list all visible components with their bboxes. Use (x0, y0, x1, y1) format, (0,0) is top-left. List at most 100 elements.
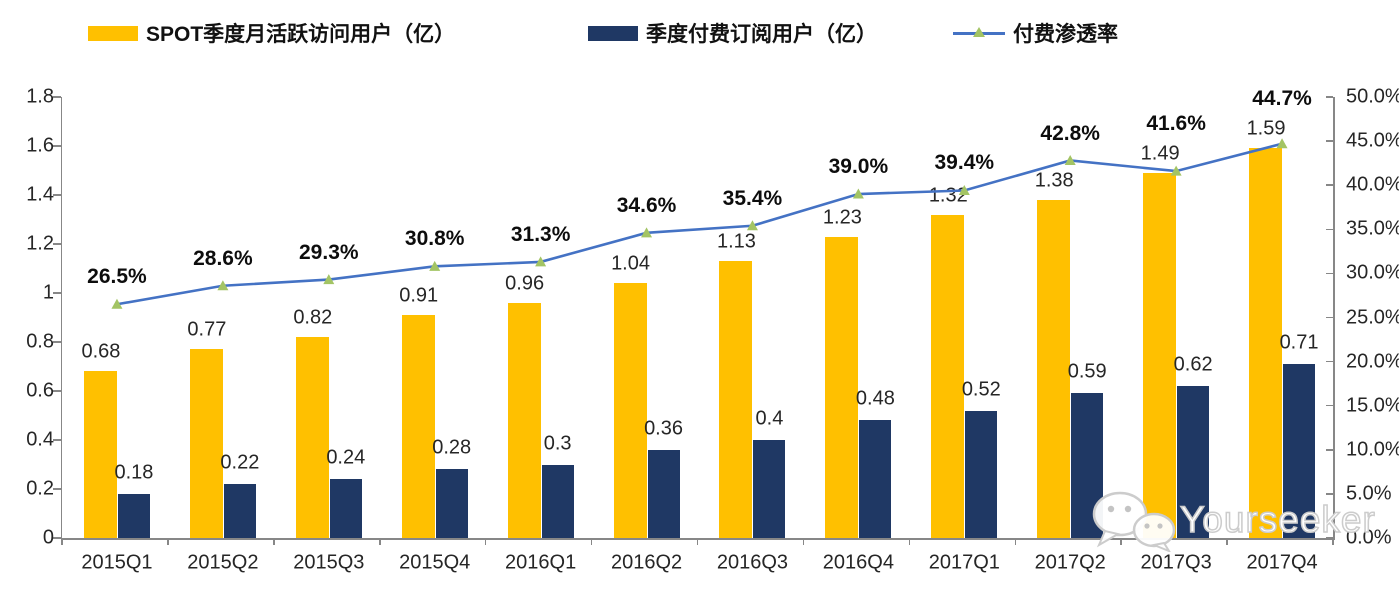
x-axis-tick (1120, 538, 1122, 545)
x-axis-label: 2015Q3 (293, 551, 365, 574)
mau-bar (189, 349, 223, 538)
penetration-value-label: 44.7% (1252, 87, 1312, 111)
x-axis-tick (802, 538, 805, 545)
mau-value-label: 1.13 (716, 230, 756, 253)
subscribers-bar (965, 410, 998, 538)
y-axis-left-label: 0.4 (26, 428, 54, 451)
y-axis-right-label: 30.0% (1346, 261, 1399, 284)
y-axis-left-tick (53, 390, 61, 392)
triangle-marker-icon (973, 26, 985, 37)
y-axis-right-tick (1326, 404, 1333, 407)
y-axis-right-tick (1326, 140, 1333, 142)
x-axis-label: 2017Q4 (1246, 551, 1318, 574)
triangle-marker-icon (535, 256, 547, 267)
subscribers-value-label: 0.62 (1173, 353, 1213, 376)
y-axis-right-tick (1326, 449, 1333, 451)
y-axis-right-tick (1326, 360, 1333, 363)
penetration-value-label: 42.8% (1040, 121, 1100, 145)
triangle-marker-icon (641, 227, 653, 238)
x-axis-label: 2016Q2 (610, 551, 683, 574)
subscribers-bar (1283, 364, 1316, 538)
x-axis-label: 2015Q1 (81, 551, 153, 574)
x-axis-tick (1226, 538, 1228, 545)
y-axis-right-tick (1326, 272, 1333, 275)
x-axis-label: 2017Q3 (1140, 551, 1212, 574)
mau-value-label: 1.59 (1246, 117, 1286, 140)
penetration-value-label: 34.6% (616, 193, 677, 217)
y-axis-left-tick (53, 194, 61, 196)
x-axis-tick (61, 538, 63, 545)
legend-label-mau: SPOT季度月活跃访问用户（亿） (146, 23, 456, 46)
x-axis-tick (696, 538, 699, 545)
x-axis-tick (908, 538, 911, 545)
triangle-marker-icon (429, 260, 441, 271)
triangle-marker-icon (746, 220, 758, 231)
x-axis-tick (484, 538, 487, 545)
wechat-icon (1092, 491, 1176, 552)
y-axis-right-label: 20.0% (1346, 350, 1399, 373)
y-axis-right-label: 5.0% (1346, 482, 1392, 505)
y-axis-left-label: 1.8 (26, 85, 54, 108)
legend-item-subscribers: 季度付费订阅用户（亿） (588, 18, 877, 48)
subscribers-value-label: 0.3 (543, 432, 572, 454)
subscribers-value-label: 0.4 (755, 407, 784, 430)
watermark: Yourseeker (1088, 488, 1376, 552)
subscribers-series-swatch (588, 25, 638, 41)
subscribers-value-label: 0.52 (961, 378, 1001, 401)
x-axis-label: 2016Q1 (505, 551, 577, 574)
triangle-marker-icon (111, 298, 123, 309)
y-axis-left-label: 1 (42, 281, 54, 304)
triangle-marker-icon (217, 280, 229, 291)
mau-value-label: 0.96 (505, 272, 545, 295)
legend-item-penetration: 付费渗透率 (953, 18, 1118, 48)
y-axis-left-label: 1.4 (26, 183, 54, 206)
x-axis-label: 2015Q4 (399, 551, 471, 574)
subscribers-bar (329, 479, 362, 538)
subscribers-value-label: 0.36 (644, 417, 683, 440)
subscribers-value-label: 0.48 (855, 387, 895, 410)
y-axis-right-label: 45.0% (1346, 129, 1399, 152)
x-axis-label: 2015Q2 (187, 551, 259, 574)
mau-bar (1037, 199, 1071, 538)
y-axis-left-label: 0.8 (26, 330, 54, 353)
y-axis-right-tick (1326, 493, 1333, 495)
y-axis-left-label: 0.2 (26, 477, 54, 500)
mau-value-label: 1.04 (611, 252, 650, 275)
y-axis-left-label: 0 (42, 526, 54, 549)
mau-bar (295, 337, 329, 538)
x-axis-label: 2017Q1 (928, 551, 1000, 574)
triangle-marker-icon (1064, 155, 1076, 166)
mau-value-label: 1.23 (822, 206, 862, 229)
mau-bar (719, 261, 753, 538)
penetration-value-label: 31.3% (510, 222, 571, 246)
y-axis-right-label: 25.0% (1346, 306, 1399, 328)
y-axis-left-label: 0.6 (26, 379, 54, 402)
y-axis-left-tick (53, 145, 61, 147)
mau-bar (1143, 172, 1177, 538)
x-axis-tick (590, 538, 593, 545)
mau-value-label: 1.38 (1034, 169, 1074, 192)
x-axis-tick (1332, 538, 1334, 545)
subscribers-value-label: 0.71 (1279, 331, 1319, 354)
penetration-value-label: 39.0% (828, 155, 889, 179)
y-axis-left-tick (53, 243, 61, 245)
mau-value-label: 0.82 (293, 306, 333, 329)
x-axis-tick (379, 538, 381, 545)
subscribers-bar (753, 440, 786, 538)
subscribers-value-label: 0.22 (220, 451, 260, 474)
y-axis-left (60, 97, 62, 538)
mau-bar (401, 315, 435, 538)
mau-bar (613, 283, 647, 538)
mau-value-label: 0.91 (399, 284, 439, 307)
legend-label-penetration: 付费渗透率 (1013, 23, 1118, 46)
penetration-series-swatch (953, 26, 1005, 41)
subscribers-bar (541, 464, 574, 538)
subscribers-bar (117, 493, 150, 538)
watermark-text: Yourseeker (1179, 498, 1376, 541)
y-axis-right-label: 50.0% (1346, 85, 1399, 108)
penetration-value-label: 35.4% (722, 186, 783, 210)
subscribers-bar (1177, 386, 1210, 538)
mau-series-swatch (88, 25, 138, 41)
y-axis-left-tick (53, 537, 61, 539)
